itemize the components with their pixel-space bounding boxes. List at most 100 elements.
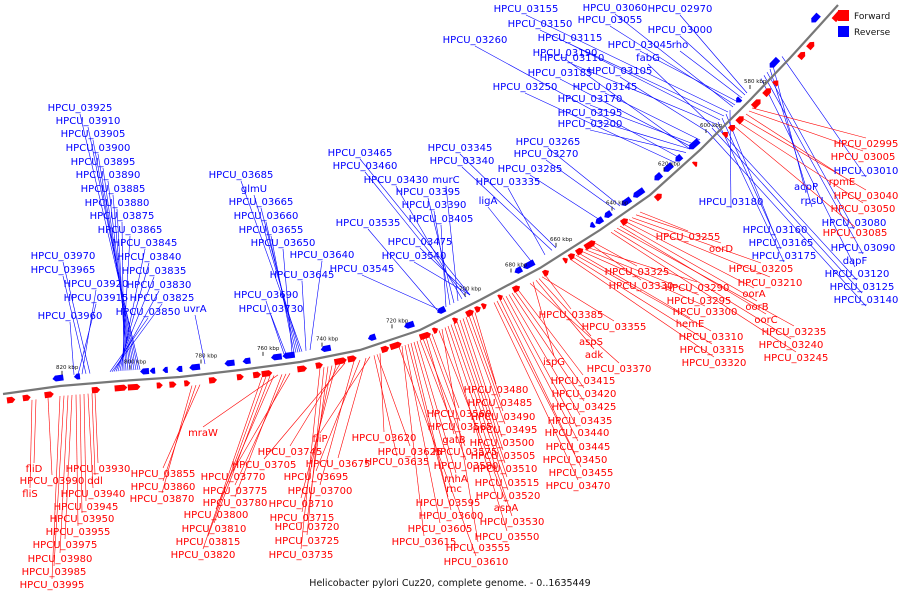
label-connector <box>270 314 287 354</box>
label-connector <box>425 336 455 435</box>
gene-label: hemE <box>676 319 705 330</box>
label-connector <box>315 359 361 472</box>
gene-label: HPCU_03080 <box>822 218 887 229</box>
forward-gene <box>44 391 54 399</box>
gene-label: adk <box>585 350 603 361</box>
tick-label: 680 kbp <box>505 262 528 268</box>
gene-label: HPCU_03965 <box>31 265 96 276</box>
gene-label: rnhA <box>444 474 468 485</box>
gene-label: HPCU_03640 <box>290 250 355 261</box>
reverse-gene <box>604 210 613 218</box>
label-connector <box>373 355 398 457</box>
label-connector <box>721 117 782 250</box>
label-connector <box>337 357 367 459</box>
gene-label: HPCU_03565 <box>428 422 493 433</box>
label-connector <box>59 395 69 554</box>
label-connector <box>471 313 501 398</box>
label-connector <box>64 394 73 540</box>
label-connector <box>62 275 87 374</box>
gene-label: HPCU_03925 <box>48 103 113 114</box>
label-connector <box>578 253 691 319</box>
scale-ticks: 580 kbp 600 kbp 620 kbp 640 kbp 660 kbp 680 k… <box>56 79 767 375</box>
label-connector <box>496 300 582 468</box>
gene-label: ligA <box>479 196 498 207</box>
forward-gene <box>562 257 568 264</box>
gene-label: HPCU_03500 <box>470 438 535 449</box>
label-connector <box>564 58 691 150</box>
gene-label: HPCU_03440 <box>545 428 610 439</box>
tick-label: 820 kbp <box>56 365 79 371</box>
gene-label: HPCU_03940 <box>61 489 126 500</box>
label-connector <box>772 65 807 194</box>
label-connector <box>587 247 698 283</box>
tick-label: 760 kbp <box>257 346 280 352</box>
gene-label: HPCU_03245 <box>764 353 829 364</box>
gene-label: HPCU_03250 <box>493 82 558 93</box>
label-connector <box>544 274 572 310</box>
gene-label: HPCU_03155 <box>494 4 559 15</box>
gene-label: HPCU_03385 <box>539 310 604 321</box>
gene-label: HPCU_03980 <box>28 554 93 565</box>
gene-label: HPCU_03660 <box>234 211 299 222</box>
label-connector <box>438 330 507 503</box>
gene-label: HPCU_03330 <box>609 281 674 292</box>
gene-label: HPCU_03105 <box>588 66 653 77</box>
tick-label: 620 kbp <box>658 161 681 167</box>
gene-label: HPCU_03110 <box>540 53 605 64</box>
gene-label: uvrA <box>183 304 206 315</box>
tick-label: 600 kbp <box>700 123 723 129</box>
label-connector <box>306 367 325 536</box>
label-connector <box>450 324 509 491</box>
label-connector <box>499 299 576 455</box>
forward-gene <box>511 285 521 293</box>
gene-label: HPCU_03775 <box>203 486 268 497</box>
label-connector <box>502 297 579 442</box>
label-connector <box>781 56 867 178</box>
gene-label: HPCU_03355 <box>582 322 647 333</box>
label-connector <box>619 76 709 133</box>
gene-label: HPCU_03905 <box>61 129 126 140</box>
gene-label: HPCU_03405 <box>409 214 474 225</box>
gene-label: HPCU_03450 <box>543 455 608 466</box>
gene-label: HPCU_03170 <box>558 94 623 105</box>
gene-label: HPCU_03055 <box>578 15 643 26</box>
gene-label: HPCU_03715 <box>270 513 335 524</box>
gene-label: HPCU_03515 <box>475 478 540 489</box>
gene-label: HPCU_03810 <box>182 524 247 535</box>
label-connector <box>707 131 867 307</box>
gene-label: HPCU_03705 <box>232 460 297 471</box>
label-connector <box>511 292 585 402</box>
forward-gene <box>653 193 662 202</box>
gene-label: HPCU_03200 <box>558 119 623 130</box>
gene-label: HPCU_03370 <box>587 364 652 375</box>
gene-label: HPCU_03850 <box>116 307 181 318</box>
gene-labels: HPCU_02970HPCU_03000rhoHPCU_03045HPCU_03… <box>20 3 899 591</box>
label-connector <box>581 251 706 307</box>
forward-gene <box>480 303 487 310</box>
label-connector <box>525 14 729 113</box>
gene-label: HPCU_03345 <box>428 143 493 154</box>
label-connector <box>741 117 867 191</box>
gene-label: HPCU_03855 <box>131 469 196 480</box>
reverse-gene <box>73 373 81 380</box>
label-connector <box>474 312 497 385</box>
gene-label: HPCU_03415 <box>551 376 616 387</box>
label-connector <box>572 256 713 345</box>
gene-label: HPCU_03575 <box>433 447 498 458</box>
label-connector <box>395 185 463 300</box>
gene-label: HPCU_03825 <box>130 293 195 304</box>
gene-label: HPCU_03815 <box>176 537 241 548</box>
forward-gene <box>497 294 503 301</box>
label-connector <box>461 166 553 251</box>
reverse-gene <box>675 153 684 162</box>
gene-label: HPCU_03915 <box>64 293 129 304</box>
gene-label: fliS <box>22 489 37 500</box>
label-connector <box>309 260 323 351</box>
gene-label: HPCU_03190 <box>533 48 598 59</box>
reverse-gene <box>149 367 156 374</box>
gene-label: HPCU_03860 <box>131 482 196 493</box>
label-connector <box>541 276 615 322</box>
gene-label: HPCU_03185 <box>528 68 593 79</box>
gene-label: HPCU_03455 <box>549 468 614 479</box>
